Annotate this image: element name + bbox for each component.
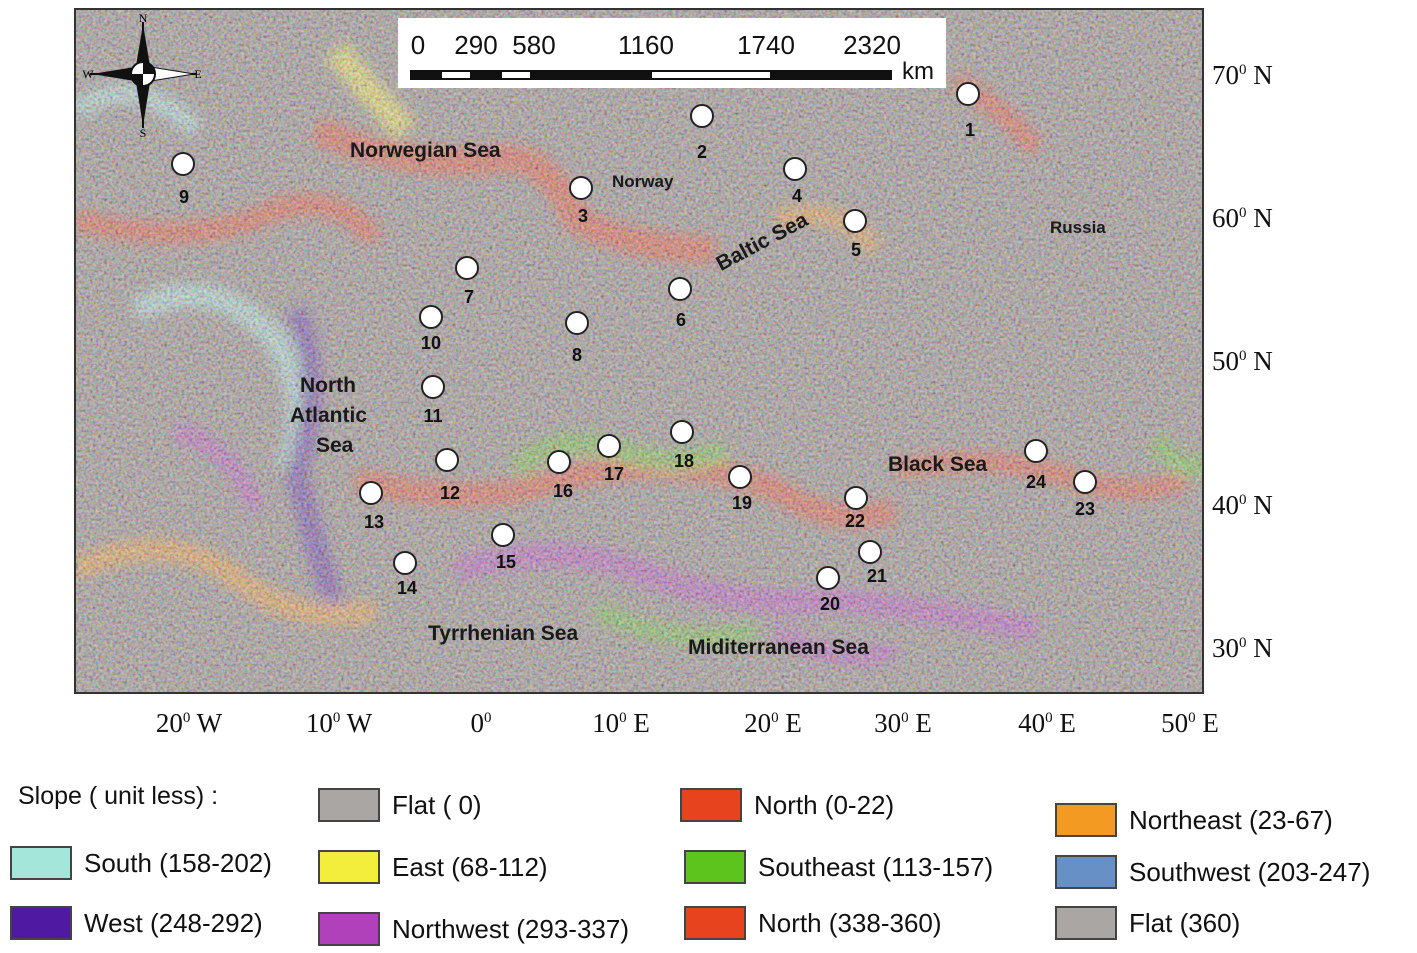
- site-marker[interactable]: [843, 209, 867, 233]
- slope-raster: [76, 10, 1202, 692]
- legend-swatch: [680, 788, 742, 822]
- site-label: 14: [396, 578, 418, 598]
- compass-n: N: [139, 11, 148, 25]
- site-marker[interactable]: [419, 305, 443, 329]
- site-marker[interactable]: [565, 311, 589, 335]
- site-label: 2: [696, 142, 708, 162]
- site-label: 17: [603, 464, 625, 484]
- lon-tick-0: 00: [470, 708, 492, 738]
- legend-swatch: [318, 912, 380, 946]
- lat-tick-50: 500 N: [1212, 346, 1273, 376]
- site-label: 23: [1074, 499, 1096, 519]
- site-label: 22: [844, 511, 866, 531]
- site-label: 5: [850, 240, 862, 260]
- slope-map: [74, 8, 1204, 694]
- site-marker[interactable]: [783, 157, 807, 181]
- site-marker[interactable]: [171, 152, 195, 176]
- legend-swatch: [10, 846, 72, 880]
- site-marker[interactable]: [597, 434, 621, 458]
- site-marker[interactable]: [844, 486, 868, 510]
- compass-s: S: [140, 126, 147, 138]
- site-marker[interactable]: [858, 540, 882, 564]
- lon-tick-50e: 500 E: [1161, 708, 1219, 738]
- scale-tick: 290: [454, 30, 498, 60]
- site-marker[interactable]: [491, 523, 515, 547]
- lat-tick-30: 300 N: [1212, 633, 1273, 663]
- label-russia: Russia: [1050, 218, 1106, 237]
- legend-swatch: [1055, 855, 1117, 889]
- label-norway: Norway: [612, 172, 674, 191]
- site-marker[interactable]: [670, 420, 694, 444]
- site-marker[interactable]: [728, 465, 752, 489]
- scale-tick: 1740: [737, 30, 795, 60]
- site-label: 15: [495, 552, 517, 572]
- site-marker[interactable]: [455, 256, 479, 280]
- site-marker[interactable]: [359, 481, 383, 505]
- label-north-atlantic: North: [300, 374, 356, 397]
- compass-e: E: [194, 67, 201, 81]
- scale-tick: 2320: [843, 30, 901, 60]
- lat-tick-40: 400 N: [1212, 490, 1273, 520]
- site-label: 18: [673, 451, 695, 471]
- site-marker[interactable]: [1073, 470, 1097, 494]
- legend-swatch: [684, 850, 746, 884]
- scale-track: [410, 70, 892, 80]
- label-mediterranean-sea: Miditerranean Sea: [688, 636, 869, 659]
- site-marker[interactable]: [547, 450, 571, 474]
- label-north-atlantic: Sea: [316, 434, 354, 457]
- site-label: 7: [463, 287, 475, 307]
- lon-tick-20w: 200 W: [155, 708, 223, 738]
- lon-tick-30e: 300 E: [874, 708, 932, 738]
- scale-tick: 580: [512, 30, 556, 60]
- label-tyrrhenian-sea: Tyrrhenian Sea: [428, 622, 579, 645]
- site-marker[interactable]: [393, 551, 417, 575]
- lon-tick-20e: 200 E: [744, 708, 802, 738]
- legend-swatch: [1055, 803, 1117, 837]
- site-marker[interactable]: [421, 375, 445, 399]
- site-label: 10: [420, 333, 442, 353]
- lat-tick-60: 600 N: [1212, 203, 1273, 233]
- site-label: 19: [731, 493, 753, 513]
- site-label: 1: [964, 120, 976, 140]
- legend-swatch: [10, 906, 72, 940]
- lon-tick-10w: 100 W: [305, 708, 373, 738]
- site-marker[interactable]: [435, 448, 459, 472]
- site-marker[interactable]: [816, 566, 840, 590]
- label-norwegian-sea: Norwegian Sea: [350, 139, 501, 162]
- site-label: 20: [819, 594, 841, 614]
- label-north-atlantic: Atlantic: [290, 404, 368, 427]
- label-black-sea: Black Sea: [888, 453, 988, 476]
- site-label: 4: [791, 186, 803, 206]
- compass-w: W: [82, 67, 94, 81]
- site-label: 9: [178, 187, 190, 207]
- site-label: 21: [866, 566, 888, 586]
- site-label: 8: [571, 345, 583, 365]
- site-marker[interactable]: [668, 277, 692, 301]
- scale-unit: km: [902, 58, 934, 85]
- north-arrow-icon: N S W E: [82, 11, 201, 138]
- site-label: 24: [1025, 472, 1047, 492]
- lon-tick-10e: 100 E: [592, 708, 650, 738]
- site-label: 13: [363, 512, 385, 532]
- lat-tick-70: 700 N: [1212, 60, 1273, 90]
- legend-swatch: [318, 788, 380, 822]
- legend-swatch: [684, 906, 746, 940]
- legend-title: Slope ( unit less) :: [18, 782, 219, 810]
- legend-swatch: [318, 850, 380, 884]
- lon-tick-40e: 400 E: [1018, 708, 1076, 738]
- site-marker[interactable]: [569, 176, 593, 200]
- scale-tick: 0: [410, 30, 426, 60]
- site-label: 12: [439, 483, 461, 503]
- site-marker[interactable]: [690, 104, 714, 128]
- legend-swatch: [1055, 906, 1117, 940]
- site-label: 16: [552, 481, 574, 501]
- site-label: 11: [423, 406, 443, 426]
- site-marker[interactable]: [956, 82, 980, 106]
- scale-tick: 1160: [618, 30, 674, 60]
- scale-bar: 0 290 580 1160 1740 2320 km: [398, 18, 946, 88]
- site-marker[interactable]: [1024, 439, 1048, 463]
- site-label: 3: [577, 206, 589, 226]
- site-label: 6: [675, 310, 687, 330]
